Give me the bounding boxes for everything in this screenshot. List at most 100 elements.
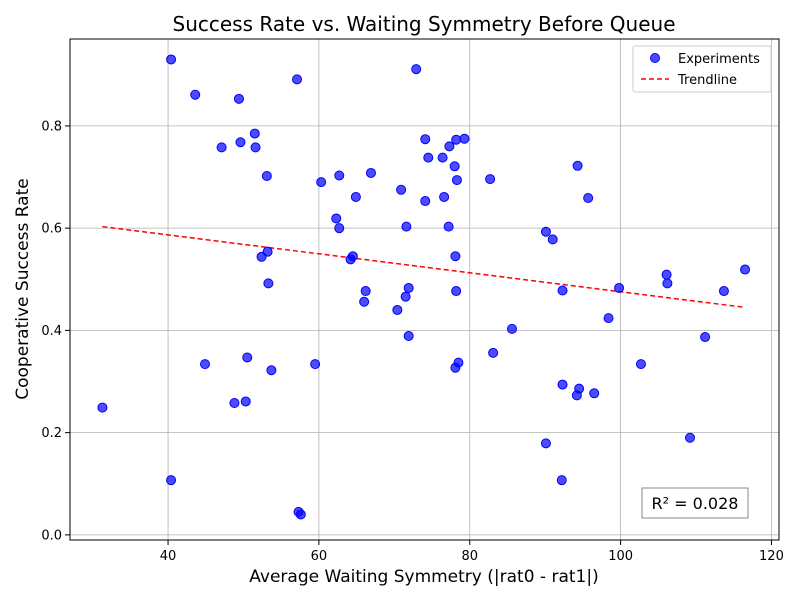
data-point <box>485 174 496 185</box>
data-point <box>423 152 434 163</box>
x-tick-label: 60 <box>311 549 328 564</box>
data-point <box>439 191 450 202</box>
data-point <box>229 397 240 408</box>
data-point <box>740 264 751 275</box>
data-point <box>334 223 345 234</box>
data-point <box>661 269 672 280</box>
data-point <box>557 285 568 296</box>
data-point <box>451 175 462 186</box>
x-tick-label: 80 <box>461 549 478 564</box>
x-tick-label: 40 <box>160 549 177 564</box>
trendline <box>102 225 746 309</box>
legend-label-trendline: Trendline <box>677 73 737 88</box>
r-squared-box <box>641 487 749 519</box>
data-point <box>614 282 625 293</box>
chart-title: Success Rate vs. Waiting Symmetry Before… <box>173 12 676 36</box>
x-tick-label: 120 <box>759 549 784 564</box>
data-point <box>572 160 583 171</box>
data-point <box>449 161 460 172</box>
data-point <box>420 134 431 145</box>
data-point <box>249 128 260 139</box>
data-point <box>266 365 277 376</box>
data-point <box>488 347 499 358</box>
data-point <box>350 191 361 202</box>
legend-marker-experiments <box>650 53 660 63</box>
data-point <box>331 213 342 224</box>
data-point <box>451 286 462 297</box>
plot-area-frame <box>69 38 780 541</box>
data-point <box>444 141 455 152</box>
data-point <box>97 402 108 413</box>
data-point <box>459 133 470 144</box>
x-axis-ticks: 40 60 80 100 120 <box>160 540 784 564</box>
data-point <box>556 475 567 486</box>
data-point <box>540 438 551 449</box>
data-point <box>411 64 422 75</box>
data-point <box>437 152 448 163</box>
data-point <box>216 142 227 153</box>
legend: Experiments Trendline <box>632 45 772 93</box>
data-point <box>235 137 246 148</box>
data-point <box>443 221 454 232</box>
y-axis-label: Cooperative Success Rate <box>13 178 33 399</box>
data-point <box>292 74 303 85</box>
data-point <box>262 246 273 257</box>
data-point <box>200 359 211 370</box>
y-tick-label: 0.2 <box>41 426 62 441</box>
legend-box <box>632 45 772 93</box>
data-point <box>603 313 614 324</box>
data-point <box>401 221 412 232</box>
data-point <box>451 134 462 145</box>
y-tick-label: 0.6 <box>41 222 62 237</box>
data-point <box>347 251 358 262</box>
data-point <box>574 383 585 394</box>
data-point <box>420 196 431 207</box>
data-point <box>166 54 177 65</box>
data-point <box>662 278 673 289</box>
data-point <box>316 177 327 188</box>
y-tick-label: 0.8 <box>41 119 62 134</box>
grid-lines <box>70 39 779 540</box>
data-point <box>240 396 251 407</box>
data-point <box>506 323 517 334</box>
data-point <box>453 357 464 368</box>
legend-label-experiments: Experiments <box>678 52 760 67</box>
data-point <box>547 234 558 245</box>
data-point <box>718 286 729 297</box>
data-point <box>360 286 371 297</box>
data-point <box>403 282 414 293</box>
y-tick-label: 0.0 <box>41 528 62 543</box>
r-squared-text: R² = 0.028 <box>652 494 739 513</box>
data-point <box>583 192 594 203</box>
r-squared-annotation: R² = 0.028 <box>641 487 749 519</box>
x-axis-label: Average Waiting Symmetry (|rat0 - rat1|) <box>249 567 598 587</box>
data-point <box>334 170 345 181</box>
data-point <box>310 359 321 370</box>
data-point <box>233 93 244 104</box>
data-point <box>250 142 261 153</box>
data-point <box>396 184 407 195</box>
x-tick-label: 100 <box>608 549 633 564</box>
data-point <box>295 509 306 520</box>
data-point <box>450 251 461 262</box>
y-tick-label: 0.4 <box>41 324 62 339</box>
data-point <box>190 89 201 100</box>
data-point <box>166 475 177 486</box>
data-point <box>261 171 272 182</box>
data-point <box>589 388 600 399</box>
data-point <box>400 291 411 302</box>
data-point <box>263 278 274 289</box>
data-point <box>700 332 711 343</box>
data-point <box>403 331 414 342</box>
data-point <box>557 379 568 390</box>
data-point <box>635 359 646 370</box>
data-point <box>242 352 253 363</box>
points-layer <box>97 54 751 520</box>
data-point <box>365 167 376 178</box>
y-axis-ticks: 0.0 0.2 0.4 0.6 0.8 <box>41 119 70 543</box>
data-point <box>359 296 370 307</box>
trendline-layer <box>102 225 746 309</box>
data-point <box>684 432 695 443</box>
data-point <box>392 304 403 315</box>
